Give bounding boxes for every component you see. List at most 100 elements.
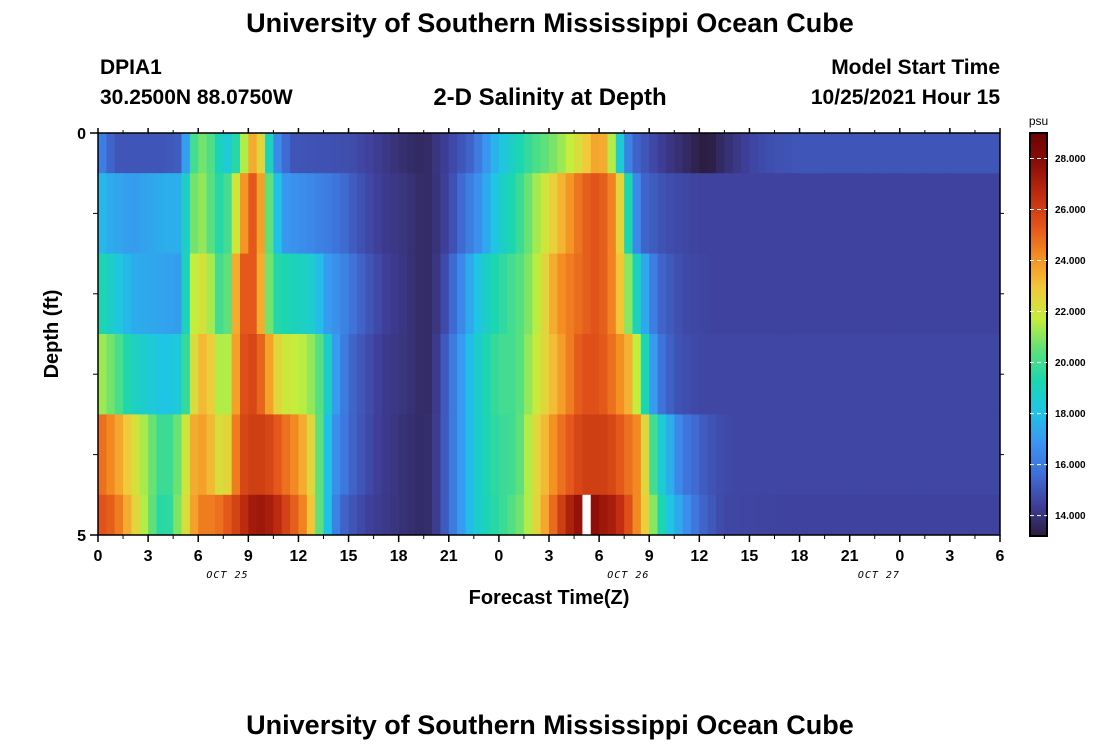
heatmap-cell bbox=[741, 173, 750, 254]
heatmap-cell bbox=[724, 173, 734, 254]
heatmap-cell bbox=[991, 253, 1001, 335]
heatmap-cell bbox=[173, 494, 182, 536]
heatmap-cell bbox=[432, 253, 441, 335]
heatmap-cell bbox=[599, 173, 608, 254]
heatmap-cell bbox=[356, 494, 366, 536]
heatmap-cell bbox=[482, 253, 491, 335]
heatmap-cell bbox=[682, 133, 692, 174]
heatmap-cell bbox=[198, 133, 207, 174]
heatmap-cell bbox=[231, 253, 241, 335]
heatmap-cell bbox=[407, 133, 416, 174]
heatmap-cell bbox=[281, 253, 291, 335]
heatmap-cell bbox=[381, 173, 391, 254]
heatmap-cell bbox=[782, 133, 792, 174]
heatmap-cell bbox=[991, 414, 1001, 496]
heatmap-cell bbox=[156, 133, 166, 174]
heatmap-cell bbox=[640, 173, 650, 254]
heatmap-cell bbox=[498, 133, 508, 174]
heatmap-cell bbox=[131, 414, 141, 496]
heatmap-cell bbox=[298, 253, 308, 335]
heatmap-cell bbox=[256, 414, 266, 496]
heatmap-cell bbox=[290, 494, 299, 536]
heatmap-cell bbox=[674, 253, 684, 335]
heatmap-cell bbox=[398, 414, 408, 496]
heatmap-cell bbox=[98, 334, 107, 415]
heatmap-cell bbox=[281, 173, 291, 254]
heatmap-cell bbox=[331, 253, 341, 335]
heatmap-cell bbox=[423, 334, 433, 415]
heatmap-cell bbox=[916, 334, 926, 415]
heatmap-cell bbox=[398, 494, 408, 536]
heatmap-cell bbox=[707, 414, 717, 496]
heatmap-cell bbox=[883, 334, 892, 415]
heatmap-cell bbox=[799, 334, 809, 415]
heatmap-cell bbox=[615, 494, 625, 536]
heatmap-cell bbox=[832, 334, 842, 415]
heatmap-cell bbox=[599, 494, 608, 536]
heatmap-cell bbox=[632, 414, 642, 496]
heatmap-cell bbox=[198, 334, 207, 415]
heatmap-cell bbox=[189, 253, 199, 335]
heatmap-cell bbox=[473, 173, 483, 254]
heatmap-cell bbox=[348, 414, 358, 496]
heatmap-cell bbox=[707, 133, 717, 174]
heatmap-cell bbox=[381, 133, 391, 174]
heatmap-cell bbox=[674, 133, 684, 174]
heatmap-cell bbox=[607, 133, 617, 174]
heatmap-cell bbox=[966, 494, 976, 536]
heatmap-cell bbox=[231, 334, 241, 415]
heatmap-cell bbox=[457, 133, 466, 174]
heatmap-cell bbox=[774, 334, 784, 415]
heatmap-cell bbox=[457, 494, 466, 536]
heatmap-cell bbox=[549, 334, 558, 415]
heatmap-cell bbox=[465, 414, 475, 496]
heatmap-cell bbox=[933, 414, 942, 496]
heatmap-cell bbox=[816, 414, 826, 496]
heatmap-cell bbox=[490, 173, 500, 254]
heatmap-cell bbox=[490, 133, 500, 174]
heatmap-cell bbox=[348, 133, 358, 174]
heatmap-cell bbox=[574, 334, 583, 415]
heatmap-cell bbox=[498, 173, 508, 254]
heatmap-cells bbox=[98, 133, 1001, 536]
heatmap-cell bbox=[465, 253, 475, 335]
heatmap-cell bbox=[799, 414, 809, 496]
heatmap-cell bbox=[398, 253, 408, 335]
heatmap-cell bbox=[206, 253, 216, 335]
x-tick-label: 3 bbox=[545, 548, 554, 565]
colorbar-tick-label: 20.000 bbox=[1055, 358, 1086, 369]
heatmap-cell bbox=[340, 494, 349, 536]
heatmap-cell bbox=[123, 494, 132, 536]
heatmap-cell bbox=[523, 253, 533, 335]
heatmap-cell bbox=[106, 494, 116, 536]
heatmap-cell bbox=[983, 494, 993, 536]
x-tick-label: 21 bbox=[841, 548, 859, 565]
heatmap-cell bbox=[774, 173, 784, 254]
heatmap-cell bbox=[983, 173, 993, 254]
y-tick-label: 0 bbox=[77, 126, 86, 143]
heatmap-cell bbox=[607, 173, 617, 254]
heatmap-cell bbox=[415, 414, 425, 496]
heatmap-cell bbox=[315, 253, 324, 335]
heatmap-cell bbox=[532, 334, 542, 415]
heatmap-cell bbox=[924, 494, 934, 536]
x-tick-label: 0 bbox=[895, 548, 904, 565]
heatmap-cell bbox=[899, 414, 909, 496]
heatmap-cell bbox=[306, 494, 316, 536]
heatmap-cell bbox=[665, 334, 675, 415]
heatmap-cell bbox=[523, 494, 533, 536]
heatmap-cell bbox=[766, 334, 775, 415]
heatmap-cell bbox=[657, 494, 667, 536]
heatmap-cell bbox=[924, 414, 934, 496]
heatmap-cell bbox=[983, 334, 993, 415]
heatmap-cell bbox=[682, 334, 692, 415]
heatmap-cell bbox=[557, 253, 567, 335]
heatmap-cell bbox=[974, 253, 984, 335]
heatmap-cell bbox=[323, 494, 333, 536]
heatmap-cell bbox=[423, 173, 433, 254]
heatmap-cell bbox=[933, 173, 942, 254]
heatmap-cell bbox=[457, 414, 466, 496]
heatmap-cell bbox=[298, 494, 308, 536]
heatmap-cell bbox=[899, 494, 909, 536]
x-tick-label: 6 bbox=[996, 548, 1005, 565]
